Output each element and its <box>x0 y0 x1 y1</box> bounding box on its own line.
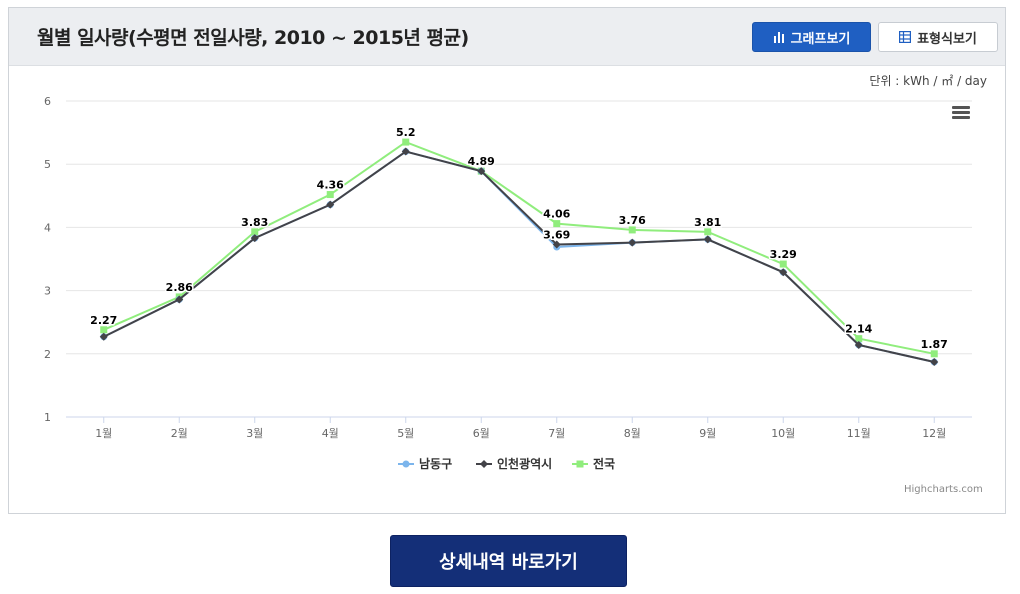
series-point-3 <box>930 350 938 358</box>
series-point-3 <box>704 228 712 236</box>
y-tick-label: 5 <box>44 158 51 171</box>
series-point-3 <box>251 228 259 236</box>
series-point-2 <box>779 268 788 277</box>
y-tick-label: 3 <box>44 285 51 298</box>
data-label: 2.27 <box>90 314 117 327</box>
series-point-3 <box>402 138 410 146</box>
series-point-2 <box>628 238 637 247</box>
series-point-3 <box>553 220 561 228</box>
data-label: 4.36 <box>317 179 344 192</box>
x-tick-label: 6월 <box>473 427 490 440</box>
x-tick-label: 9월 <box>699 427 716 440</box>
page-title: 월별 일사량(수평면 전일사량, 2010 ~ 2015년 평균) <box>37 27 469 49</box>
x-tick-label: 10월 <box>771 427 795 440</box>
y-tick-label: 2 <box>44 348 51 361</box>
legend-marker-2 <box>480 460 488 468</box>
unit-label: 단위 : kWh / ㎡ / day <box>869 74 987 88</box>
x-tick-label: 1월 <box>95 427 112 440</box>
y-tick-label: 6 <box>44 95 51 108</box>
data-label: 4.06 <box>543 208 570 221</box>
y-tick-label: 1 <box>44 411 51 424</box>
data-label: 3.83 <box>241 216 268 229</box>
series-point-3 <box>628 226 636 234</box>
series-line-3 <box>103 140 935 355</box>
data-label: 3.29 <box>770 248 797 261</box>
x-tick-label: 4월 <box>322 427 339 440</box>
table-icon <box>899 31 912 43</box>
bar-chart-icon <box>773 31 785 43</box>
x-tick-label: 7월 <box>548 427 565 440</box>
series-point-2 <box>250 234 259 243</box>
legend-item-3: 전국 <box>593 456 615 471</box>
chart-panel: 월별 일사량(수평면 전일사량, 2010 ~ 2015년 평균) 그래프보기 … <box>8 7 1006 514</box>
y-tick-label: 4 <box>44 221 51 234</box>
table-view-label: 표형식보기 <box>917 31 977 47</box>
x-tick-label: 8월 <box>624 427 641 440</box>
data-label: 5.2 <box>396 126 416 139</box>
graph-view-button[interactable]: 그래프보기 <box>752 22 871 52</box>
series-point-2 <box>99 332 108 341</box>
series-point-2 <box>552 240 561 249</box>
series-point-2 <box>703 235 712 244</box>
series-point-2 <box>930 358 939 367</box>
series-point-3 <box>779 260 787 268</box>
data-label: 3.81 <box>694 216 721 229</box>
data-label: 3.69 <box>543 228 570 241</box>
series-point-2 <box>477 167 486 176</box>
chart-menu-icon[interactable] <box>952 106 970 120</box>
data-label: 4.89 <box>468 155 495 168</box>
x-tick-label: 12월 <box>922 427 946 440</box>
data-label: 2.14 <box>845 323 872 336</box>
series-point-3 <box>326 191 334 199</box>
data-label: 3.76 <box>619 214 646 227</box>
series-line-1 <box>103 150 935 363</box>
series-point-2 <box>326 200 335 209</box>
line-chart: 1 2 3 4 5 6 1월 2월 3월 4월 5월 6월 7월 8월 9월 10월 11월 12월 2.27 2.8… <box>44 95 972 471</box>
legend-marker-1 <box>402 460 410 468</box>
series-point-3 <box>855 335 863 343</box>
series-line-2 <box>103 150 935 363</box>
panel-header: 월별 일사량(수평면 전일사량, 2010 ~ 2015년 평균) 그래프보기 … <box>9 8 1005 66</box>
series-point-2 <box>175 295 184 304</box>
detail-view-button[interactable]: 상세내역 바로가기 <box>390 535 627 587</box>
legend-marker-3 <box>576 460 584 468</box>
x-tick-label: 2월 <box>171 427 188 440</box>
data-label: 2.86 <box>166 281 193 294</box>
series-point-2 <box>854 340 863 349</box>
series-point-2 <box>401 147 410 156</box>
x-tick-label: 11월 <box>847 427 871 440</box>
x-tick-label: 5월 <box>397 427 414 440</box>
x-tick-label: 3월 <box>246 427 263 440</box>
graph-view-label: 그래프보기 <box>790 31 851 47</box>
legend-item-2: 인천광역시 <box>497 456 552 471</box>
legend-item-1: 남동구 <box>419 456 452 471</box>
table-view-button[interactable]: 표형식보기 <box>878 22 998 52</box>
data-label: 1.87 <box>921 338 948 351</box>
series-point-3 <box>100 326 108 334</box>
highcharts-credits[interactable]: Highcharts.com <box>904 484 983 495</box>
